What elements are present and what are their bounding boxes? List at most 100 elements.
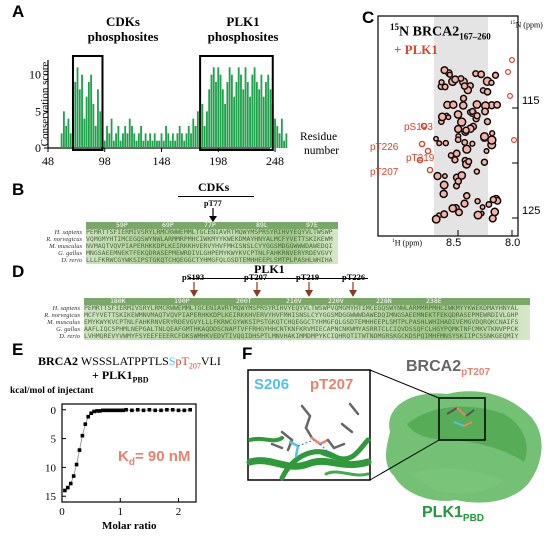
label-s206: S206 [254, 376, 290, 393]
itc-data-point [118, 408, 123, 413]
plk1-bracket [188, 278, 368, 279]
ruler-tick-label: 200T [236, 297, 252, 305]
conservation-bar [249, 96, 251, 148]
a-x-tick-label: 198 [209, 154, 227, 168]
label-brca2: BRCA2pT207 [406, 358, 490, 378]
pt77-arrow [209, 208, 217, 222]
nmr-bottom-axis-label: 1H (ppm) [392, 238, 423, 248]
conservation-bar [185, 133, 188, 148]
nmr-peak [477, 70, 486, 79]
species-label: G. gallus [56, 326, 80, 333]
conservation-bar [137, 133, 140, 148]
itc-title-line2: + PLK1PBD [92, 368, 149, 384]
conservation-bar [133, 133, 136, 148]
conservation-bar [224, 104, 226, 148]
nmr-peak [480, 158, 489, 166]
conservation-bar [244, 67, 247, 148]
nmr-peak [440, 210, 449, 219]
panel-a: CDKs phosphosites PLK1 phosphosites Cons… [0, 0, 360, 178]
panel-label-b: B [12, 180, 25, 199]
species-label: H. sapiens [52, 305, 80, 312]
nmr-peak [481, 107, 489, 116]
nmr-peak [457, 75, 465, 82]
conservation-bar [240, 74, 242, 148]
conservation-bar [81, 74, 83, 148]
conservation-bar [97, 89, 99, 148]
nmr-peak [441, 173, 448, 180]
nmr-peak [460, 82, 469, 90]
conservation-bar [255, 82, 258, 148]
conservation-bar [212, 67, 215, 148]
itc-data-point [112, 408, 117, 413]
nmr-peak [439, 180, 449, 190]
conservation-bar [151, 140, 154, 148]
conservation-bar [108, 133, 111, 148]
a-y-tick-label: 0 [35, 141, 41, 155]
conservation-bar [110, 118, 113, 148]
nmr-peak [433, 135, 439, 142]
nmr-ytick-125: 125 [522, 205, 541, 217]
conservation-bar [117, 126, 120, 148]
conservation-bar [156, 140, 158, 148]
kd-value: Kd= 90 nM [118, 448, 191, 468]
nmr-peak [483, 148, 490, 155]
ruler-tick-label: 228N [376, 297, 392, 305]
nmr-peak-plk1 [456, 117, 467, 127]
nmr-peak [483, 117, 492, 126]
conservation-bar [235, 82, 238, 148]
itc-data-point [130, 408, 134, 413]
nmr-peak-shifted [424, 147, 432, 155]
species-label: M. musculus [47, 319, 80, 326]
itc-title-end: VLI [200, 354, 221, 368]
species-label: D. rerio [59, 333, 80, 340]
itc-data-point [77, 448, 82, 452]
ruler-tick-label: 97E [306, 221, 318, 229]
conservation-bar [208, 89, 211, 148]
nmr-peak [473, 168, 481, 175]
nmr-peak-shifted [511, 137, 518, 144]
conservation-bar [262, 96, 265, 148]
itc-title-plk1: + PLK1 [92, 368, 133, 382]
itc-data-point [159, 408, 163, 413]
nmr-peak [493, 101, 501, 109]
plk1-site-box [199, 55, 274, 151]
nmr-peak [480, 132, 489, 142]
conservation-bar [103, 140, 106, 148]
panel-label-d: D [12, 262, 25, 281]
panel-e: BRCA2 WSSSLATPPTLSSpT207VLI + PLK1PBD kc… [0, 340, 240, 538]
nmr-peak-shifted [416, 156, 424, 164]
conservation-bar [87, 82, 90, 148]
conservation-bar [165, 126, 167, 148]
conservation-bar [219, 74, 222, 148]
conservation-bar [280, 118, 283, 148]
label-plk1-main: PLK1 [422, 504, 463, 521]
itc-x-tick-label: 0 [59, 506, 65, 518]
nmr-peak [441, 83, 449, 91]
panel-b: CDKs pT77 59P 69P 77P 89L 97E H. sapiens PEMRT… [0, 180, 360, 264]
site-label-pt207: pT207 [244, 272, 268, 282]
itc-data-point [89, 411, 93, 416]
conservation-bar [260, 74, 263, 148]
cdk-box-title: CDKs phosphosites [78, 14, 168, 44]
a-x-tick-label: 48 [42, 154, 54, 168]
conservation-bar [215, 82, 217, 148]
ruler-tick-label: 69P [162, 221, 174, 229]
nmr-spectrum [377, 15, 519, 237]
conservation-bar [217, 67, 220, 148]
nmr-peak [489, 195, 498, 204]
itc-data-point [153, 408, 158, 413]
nmr-peak [455, 208, 463, 217]
conservation-bar [187, 126, 190, 148]
nmr-peak [462, 144, 472, 154]
conservation-bar [230, 74, 233, 148]
conservation-bar [226, 82, 229, 148]
conservation-bar [251, 74, 254, 148]
label-plk1: PLK1PBD [422, 504, 484, 524]
itc-ylabel: kcal/mol of injectant [10, 386, 94, 396]
nmr-top-axis-label: 15N (ppm) [510, 20, 543, 30]
nmr-peak-plk1 [473, 210, 483, 220]
nmr-peak-shifted [418, 140, 426, 148]
species-label: R. norvegicus [46, 236, 82, 243]
alignment-b: 59P 69P 77P 89L 97E H. sapiens PEMRTTSFIERMIVS… [0, 221, 360, 264]
itc-data-point [121, 408, 125, 413]
